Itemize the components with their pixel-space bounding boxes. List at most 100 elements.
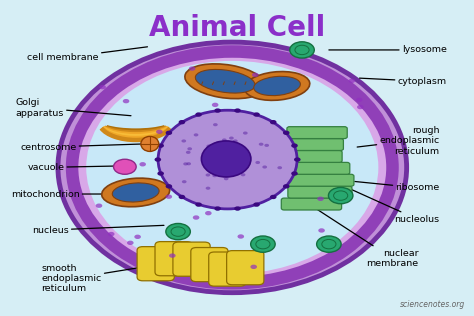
Ellipse shape	[112, 183, 159, 202]
Circle shape	[194, 133, 199, 137]
Circle shape	[206, 187, 210, 190]
Circle shape	[214, 170, 219, 173]
FancyBboxPatch shape	[279, 139, 343, 150]
Circle shape	[207, 144, 211, 148]
Circle shape	[262, 166, 267, 168]
Circle shape	[238, 148, 243, 151]
Circle shape	[213, 123, 218, 126]
Circle shape	[291, 143, 298, 148]
Circle shape	[291, 171, 298, 176]
Circle shape	[224, 177, 228, 180]
Circle shape	[155, 157, 161, 162]
Circle shape	[256, 244, 263, 249]
Text: Animal Cell: Animal Cell	[149, 14, 325, 42]
Circle shape	[317, 236, 341, 252]
FancyBboxPatch shape	[137, 247, 174, 281]
Text: nuclear
membrane: nuclear membrane	[296, 196, 419, 268]
Circle shape	[218, 148, 222, 150]
FancyBboxPatch shape	[155, 242, 192, 276]
Circle shape	[118, 166, 124, 171]
Circle shape	[169, 253, 176, 258]
Circle shape	[186, 162, 191, 165]
Circle shape	[222, 138, 227, 142]
Circle shape	[255, 161, 260, 164]
Circle shape	[182, 139, 186, 143]
Text: nucleus: nucleus	[32, 225, 164, 234]
Circle shape	[228, 170, 232, 173]
Circle shape	[283, 184, 290, 189]
Circle shape	[183, 162, 188, 166]
Circle shape	[165, 195, 172, 199]
FancyBboxPatch shape	[274, 150, 342, 162]
Ellipse shape	[86, 61, 378, 274]
Circle shape	[232, 161, 236, 164]
Circle shape	[250, 264, 257, 269]
Circle shape	[283, 131, 290, 135]
Circle shape	[123, 99, 129, 103]
Circle shape	[186, 151, 191, 154]
Ellipse shape	[195, 70, 255, 93]
Circle shape	[255, 237, 261, 242]
Circle shape	[204, 150, 209, 153]
Text: centrosome: centrosome	[20, 143, 145, 152]
Circle shape	[100, 85, 106, 89]
Circle shape	[212, 174, 217, 177]
Circle shape	[108, 232, 115, 236]
Circle shape	[270, 120, 276, 125]
Circle shape	[234, 108, 241, 113]
Circle shape	[234, 206, 241, 211]
Circle shape	[348, 79, 355, 83]
Circle shape	[222, 156, 227, 159]
Circle shape	[231, 141, 236, 144]
Circle shape	[357, 105, 364, 109]
Circle shape	[187, 147, 192, 150]
Circle shape	[205, 211, 211, 216]
Circle shape	[193, 215, 200, 220]
Circle shape	[225, 158, 230, 161]
Circle shape	[253, 202, 260, 207]
Circle shape	[166, 223, 191, 240]
Circle shape	[270, 195, 276, 199]
Circle shape	[328, 187, 353, 204]
Ellipse shape	[72, 52, 392, 283]
Circle shape	[189, 66, 195, 71]
Ellipse shape	[58, 42, 407, 293]
Text: lysosome: lysosome	[329, 46, 447, 54]
Text: cytoplasm: cytoplasm	[359, 77, 447, 86]
Text: vacuole: vacuole	[27, 163, 126, 172]
Ellipse shape	[158, 110, 297, 209]
Circle shape	[156, 130, 163, 134]
Circle shape	[214, 206, 221, 211]
Circle shape	[227, 158, 231, 161]
Circle shape	[264, 144, 269, 147]
Circle shape	[318, 228, 325, 233]
Circle shape	[157, 171, 164, 176]
Text: Golgi
apparatus: Golgi apparatus	[16, 98, 131, 118]
Circle shape	[356, 98, 363, 102]
FancyBboxPatch shape	[173, 242, 210, 276]
Circle shape	[206, 173, 210, 177]
Ellipse shape	[254, 76, 301, 96]
Text: sciencenotes.org: sciencenotes.org	[400, 300, 465, 309]
Circle shape	[206, 154, 211, 157]
Ellipse shape	[245, 71, 310, 100]
Circle shape	[165, 184, 172, 189]
Circle shape	[139, 162, 146, 167]
Circle shape	[214, 108, 221, 113]
Circle shape	[290, 42, 314, 58]
FancyBboxPatch shape	[278, 162, 350, 174]
Circle shape	[216, 141, 220, 144]
Circle shape	[253, 112, 260, 117]
Text: smooth
endoplasmic
reticulum: smooth endoplasmic reticulum	[41, 260, 188, 294]
Circle shape	[114, 159, 136, 174]
Circle shape	[251, 236, 275, 252]
Circle shape	[243, 131, 248, 135]
Circle shape	[229, 162, 234, 166]
Circle shape	[179, 195, 185, 199]
Circle shape	[259, 143, 264, 146]
Circle shape	[182, 180, 187, 183]
Circle shape	[134, 234, 141, 239]
Text: ribosome: ribosome	[355, 181, 439, 192]
Circle shape	[157, 143, 164, 148]
Circle shape	[195, 202, 202, 207]
